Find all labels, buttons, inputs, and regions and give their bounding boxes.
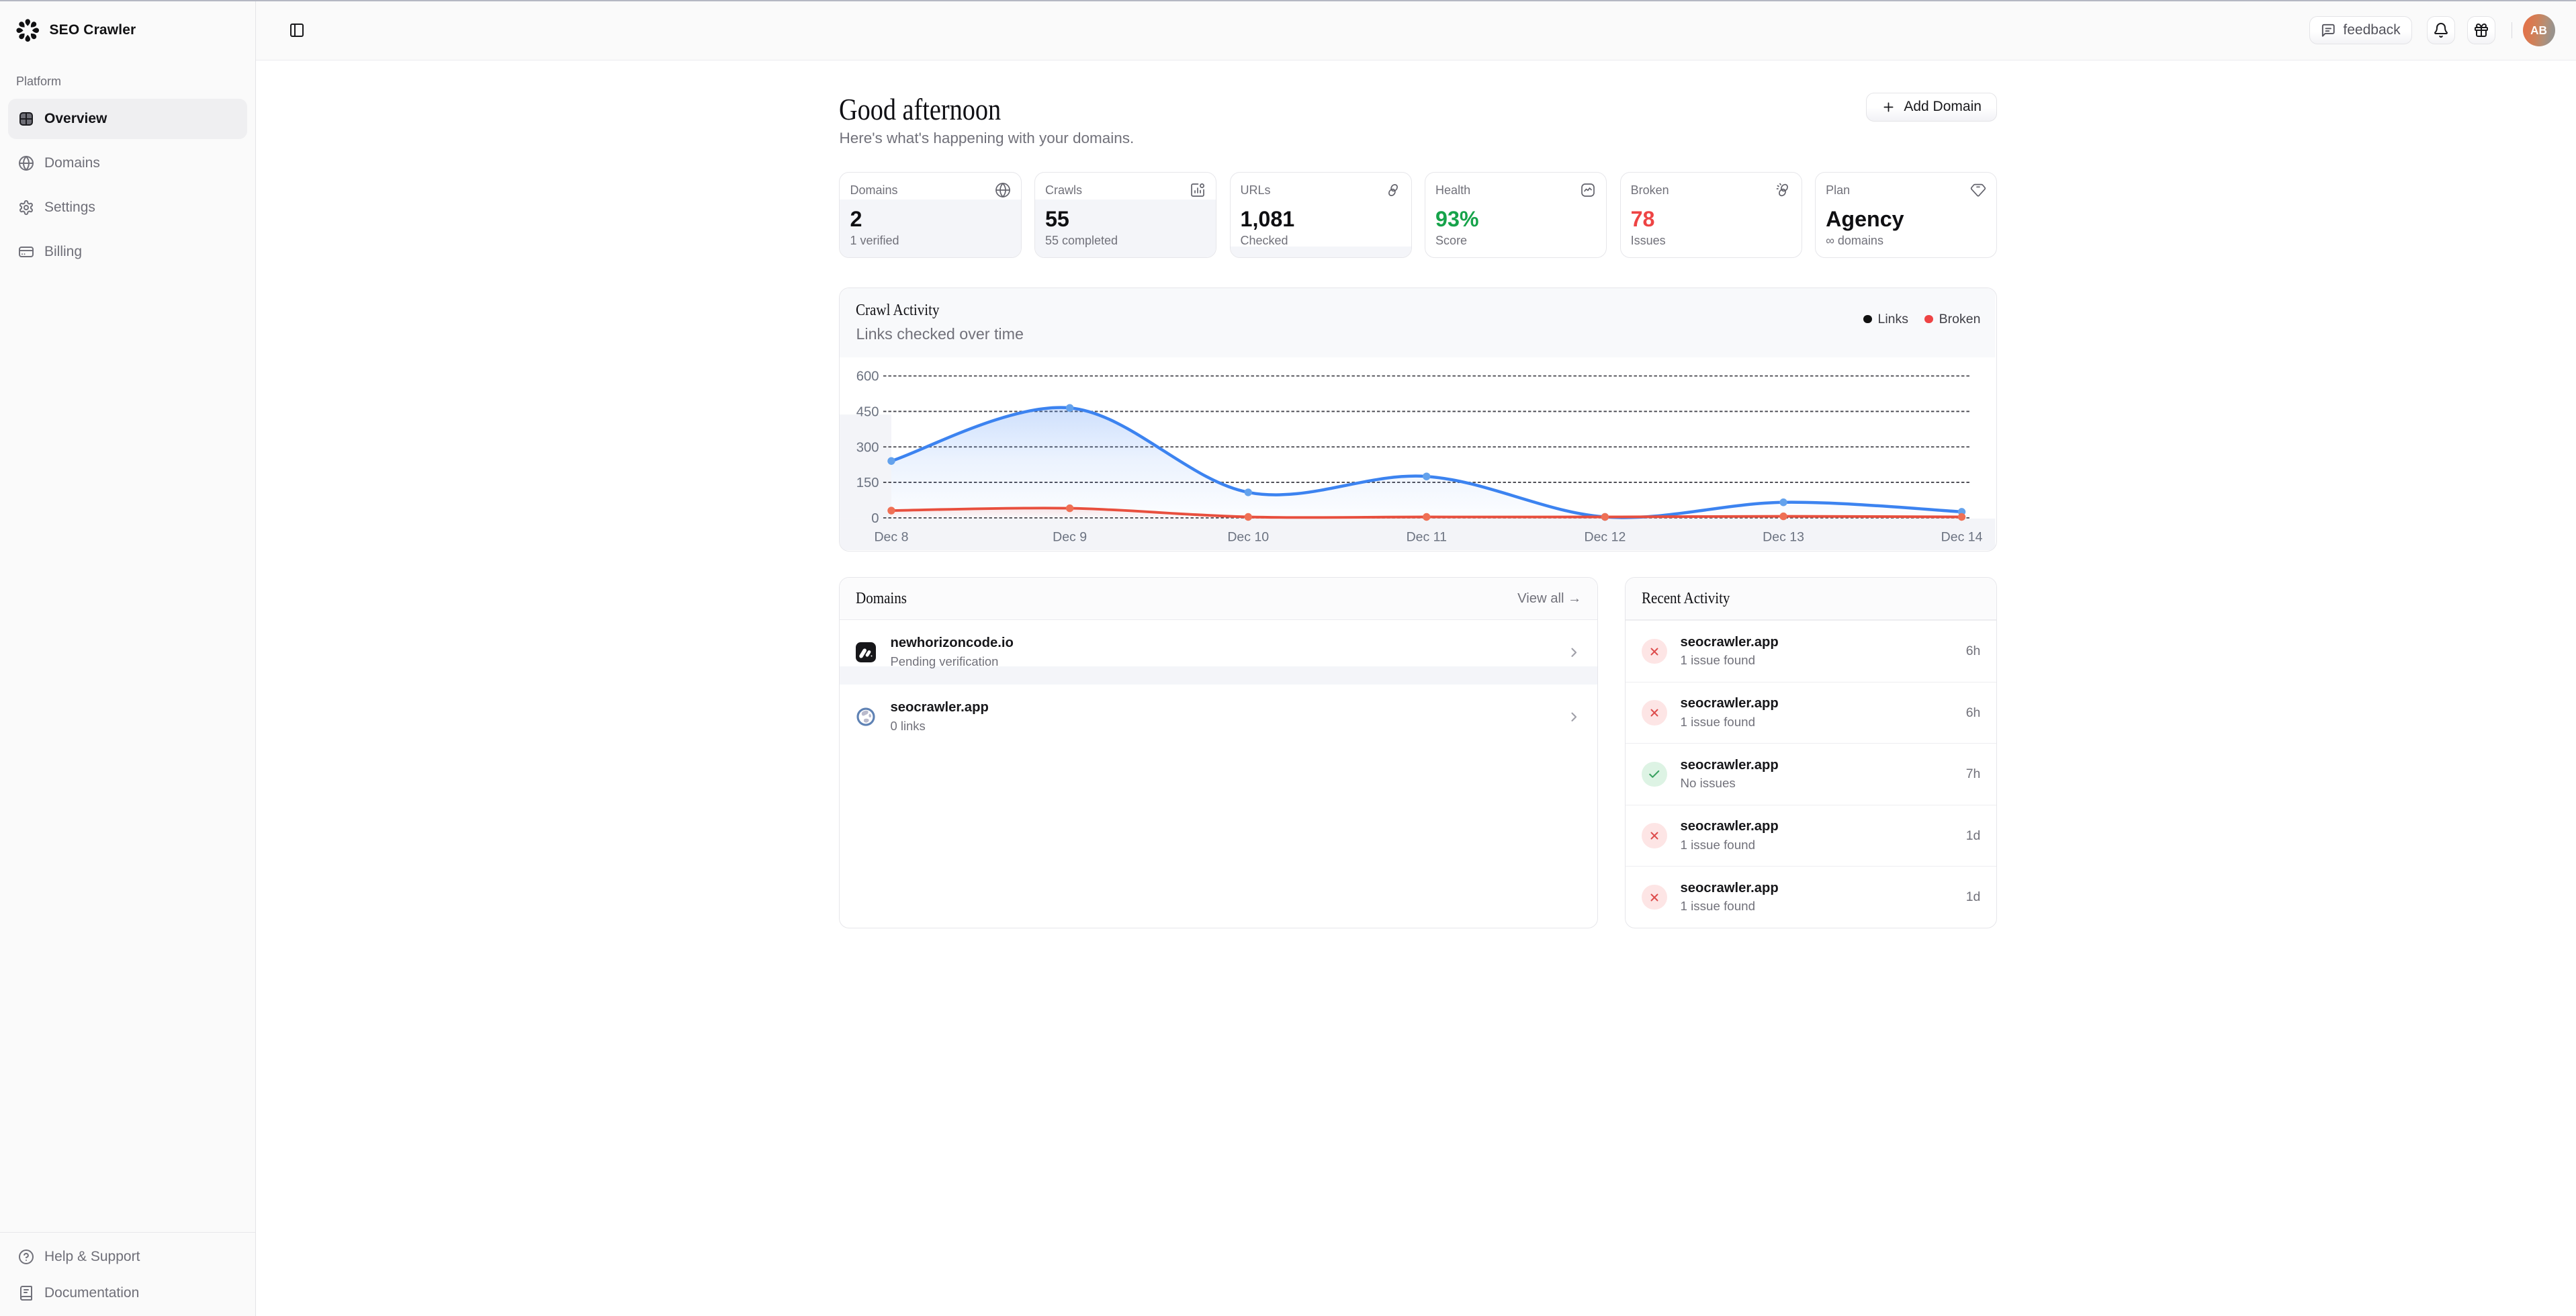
svg-text:Dec 14: Dec 14	[1941, 529, 1983, 544]
svg-text:0: 0	[872, 511, 879, 526]
svg-text:Dec 9: Dec 9	[1053, 529, 1087, 544]
svg-text:Dec 12: Dec 12	[1585, 529, 1626, 544]
svg-text:Dec 10: Dec 10	[1228, 529, 1270, 544]
svg-text:Dec 13: Dec 13	[1763, 529, 1805, 544]
svg-text:Dec 11: Dec 11	[1407, 529, 1447, 544]
svg-text:300: 300	[856, 440, 879, 455]
svg-text:150: 150	[856, 476, 879, 490]
svg-text:Dec 8: Dec 8	[875, 529, 909, 544]
svg-text:600: 600	[856, 369, 879, 384]
svg-text:450: 450	[856, 404, 879, 419]
